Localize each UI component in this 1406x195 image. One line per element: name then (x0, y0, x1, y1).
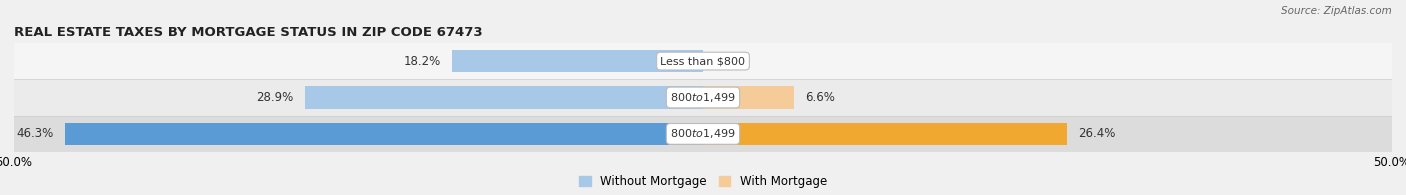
Text: 26.4%: 26.4% (1078, 127, 1115, 140)
Text: 6.6%: 6.6% (806, 91, 835, 104)
Text: 18.2%: 18.2% (404, 55, 441, 68)
Legend: Without Mortgage, With Mortgage: Without Mortgage, With Mortgage (579, 175, 827, 188)
Text: 0.0%: 0.0% (714, 55, 744, 68)
Bar (453, 50, 703, 72)
Bar (14, 43, 1392, 79)
Bar (14, 79, 1392, 116)
Bar (305, 86, 703, 109)
Bar (14, 116, 1392, 152)
Text: 46.3%: 46.3% (17, 127, 53, 140)
Text: Source: ZipAtlas.com: Source: ZipAtlas.com (1281, 6, 1392, 16)
Text: REAL ESTATE TAXES BY MORTGAGE STATUS IN ZIP CODE 67473: REAL ESTATE TAXES BY MORTGAGE STATUS IN … (14, 26, 482, 39)
Bar (703, 123, 1067, 145)
Text: $800 to $1,499: $800 to $1,499 (671, 91, 735, 104)
Bar (65, 123, 703, 145)
Text: Less than $800: Less than $800 (661, 56, 745, 66)
Bar (703, 86, 794, 109)
Text: 28.9%: 28.9% (256, 91, 294, 104)
Text: $800 to $1,499: $800 to $1,499 (671, 127, 735, 140)
